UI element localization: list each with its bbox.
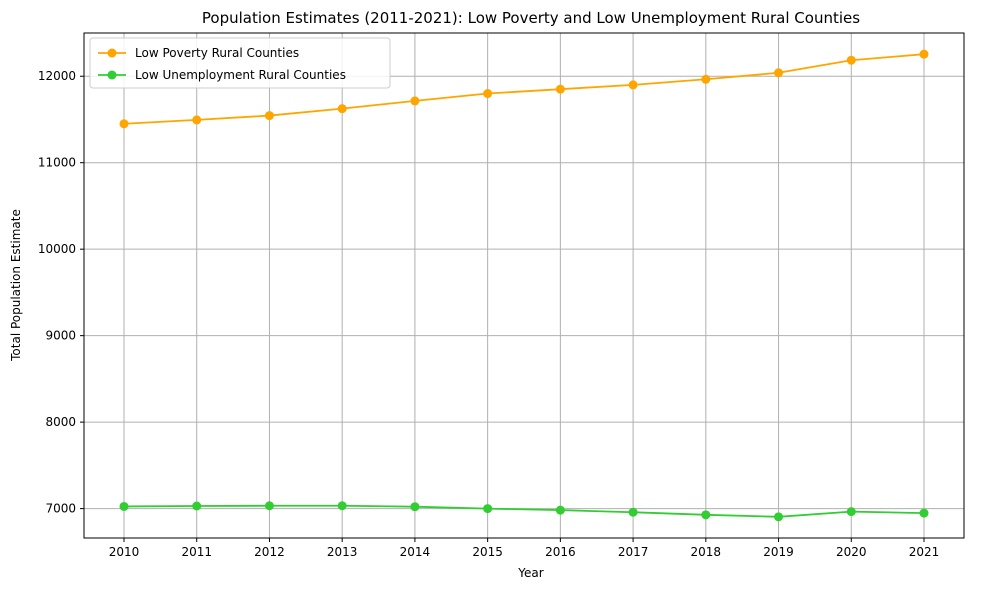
y-tick-label: 9000	[45, 329, 76, 343]
series-lines	[119, 49, 929, 522]
x-tick-label: 2011	[181, 545, 212, 559]
legend-marker	[107, 48, 117, 58]
x-axis-label: Year	[517, 566, 543, 580]
x-tick-label: 2020	[836, 545, 867, 559]
data-point	[628, 507, 638, 517]
y-tick-label: 11000	[38, 156, 76, 170]
data-point	[119, 119, 129, 129]
data-point	[410, 502, 420, 512]
data-point	[119, 501, 129, 511]
data-point	[483, 89, 493, 99]
x-tick-label: 2017	[618, 545, 649, 559]
x-tick-label: 2013	[327, 545, 358, 559]
data-point	[264, 111, 274, 121]
y-axis-label: Total Population Estimate	[9, 209, 23, 362]
x-tick-label: 2021	[909, 545, 940, 559]
data-point	[701, 510, 711, 520]
data-point	[701, 74, 711, 84]
legend: Low Poverty Rural Counties Low Unemployme…	[89, 37, 391, 89]
x-tick-label: 2016	[545, 545, 576, 559]
data-point	[555, 505, 565, 515]
data-point	[337, 501, 347, 511]
data-point	[628, 80, 638, 90]
data-point	[846, 55, 856, 65]
axis-ticks: 2010 2011 2012 2013 2014 2015 2016 2017 2018 2019…	[38, 69, 939, 559]
y-tick-label: 7000	[45, 502, 76, 516]
legend-marker	[107, 70, 117, 80]
x-tick-label: 2015	[472, 545, 503, 559]
legend-label: Low Unemployment Rural Counties	[135, 68, 346, 82]
y-tick-label: 12000	[38, 69, 76, 83]
data-point	[337, 104, 347, 114]
y-tick-label: 10000	[38, 242, 76, 256]
legend-box	[89, 37, 391, 89]
x-tick-label: 2014	[400, 545, 431, 559]
data-point	[483, 504, 493, 514]
x-tick-label: 2018	[691, 545, 722, 559]
plot-frame	[83, 32, 965, 539]
data-point	[919, 508, 929, 518]
series-line	[123, 53, 925, 125]
data-point	[919, 49, 929, 59]
y-tick-label: 8000	[45, 415, 76, 429]
data-point	[264, 501, 274, 511]
x-tick-label: 2010	[109, 545, 140, 559]
x-tick-label: 2019	[763, 545, 794, 559]
series-line	[123, 504, 925, 518]
data-point	[192, 115, 202, 125]
data-point	[846, 507, 856, 517]
data-point	[555, 84, 565, 94]
x-tick-label: 2012	[254, 545, 285, 559]
data-point	[774, 68, 784, 78]
legend-label: Low Poverty Rural Counties	[135, 46, 299, 60]
data-point	[774, 512, 784, 522]
data-point	[410, 96, 420, 106]
chart-title: Population Estimates (2011-2021): Low Po…	[202, 9, 860, 27]
data-point	[192, 501, 202, 511]
grid-lines	[84, 33, 964, 538]
